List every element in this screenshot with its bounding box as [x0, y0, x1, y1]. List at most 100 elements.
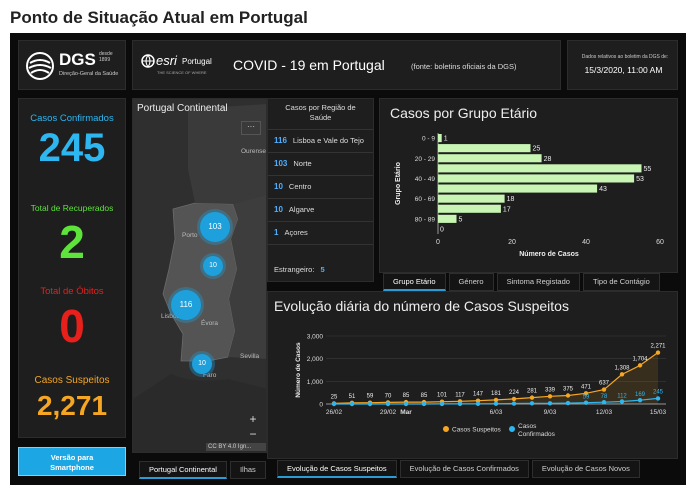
- confirmados-point[interactable]: [385, 401, 391, 407]
- stat-label-recuperados: Total de Recuperados: [30, 203, 114, 213]
- region-row-acores[interactable]: 1 Açores: [268, 222, 373, 245]
- confirmados-data-label: 78: [601, 394, 608, 400]
- dashboard: DGS desde 1899 Direção-Geral da Saúde es…: [10, 33, 686, 485]
- date-value: 15/3/2020, 11:00 AM: [584, 65, 663, 75]
- region-row-centro[interactable]: 10 Centro: [268, 176, 373, 199]
- confirmados-point[interactable]: [457, 401, 463, 407]
- confirmados-point[interactable]: [511, 401, 517, 406]
- tab-evolucao-novos[interactable]: Evolução de Casos Novos: [531, 460, 640, 478]
- confirmados-point[interactable]: [367, 401, 373, 407]
- confirmados-point[interactable]: [601, 400, 607, 405]
- evolution-chart-title: Evolução diária do número de Casos Suspe…: [274, 298, 569, 314]
- suspeitos-data-label: 224: [509, 390, 520, 396]
- age-x-tick: 0: [436, 239, 440, 246]
- legend-label-suspeitos[interactable]: Casos Suspeitos: [452, 427, 502, 434]
- confirmados-point[interactable]: [439, 401, 445, 407]
- stat-value-obitos: 0: [59, 300, 85, 352]
- confirmados-point[interactable]: [583, 400, 589, 405]
- zoom-out-button[interactable]: −: [249, 427, 257, 441]
- region-name: Algarve: [288, 205, 315, 214]
- age-category-tick: 0 - 9: [422, 136, 435, 143]
- region-name: Lisboa e Vale do Tejo: [292, 136, 364, 145]
- tab-grupo-etario[interactable]: Grupo Etário: [383, 273, 446, 291]
- suspeitos-point[interactable]: [637, 363, 643, 368]
- zoom-in-button[interactable]: +: [249, 412, 257, 426]
- tab-ilhas[interactable]: Ilhas: [229, 461, 266, 479]
- confirmados-point[interactable]: [655, 396, 661, 401]
- age-bar[interactable]: [438, 194, 505, 203]
- stat-value-recuperados: 2: [59, 216, 85, 268]
- confirmados-point[interactable]: [637, 397, 643, 403]
- suspeitos-point[interactable]: [583, 391, 589, 396]
- age-bar[interactable]: [438, 214, 457, 223]
- tab-sintoma-registado[interactable]: Sintoma Registado: [496, 273, 580, 291]
- tab-portugal-continental[interactable]: Portugal Continental: [139, 461, 227, 479]
- suspeitos-point[interactable]: [475, 398, 481, 403]
- age-category-tick: 20 - 29: [415, 156, 436, 163]
- age-bar-label: 1: [444, 136, 448, 143]
- suspeitos-point[interactable]: [601, 387, 607, 392]
- confirmados-point[interactable]: [565, 400, 571, 406]
- foreign-row: Estrangeiro: 5: [274, 265, 325, 274]
- age-bar[interactable]: [438, 174, 635, 183]
- evo-y-tick: 2,000: [307, 356, 324, 363]
- region-count: 1: [274, 228, 279, 237]
- map-tabs: Portugal Continental Ilhas: [139, 461, 266, 479]
- map-cluster-norte[interactable]: 103: [200, 212, 230, 242]
- smartphone-version-button[interactable]: Versão para Smartphone: [18, 447, 126, 476]
- confirmados-point[interactable]: [331, 401, 337, 407]
- evo-x-tick: 6/03: [490, 409, 503, 416]
- confirmados-point[interactable]: [421, 401, 427, 407]
- region-row-norte[interactable]: 103 Norte: [268, 153, 373, 176]
- tab-evolucao-confirmados[interactable]: Evolução de Casos Confirmados: [399, 460, 529, 478]
- map-cluster-algarve[interactable]: 10: [192, 354, 212, 374]
- tab-genero[interactable]: Género: [448, 273, 494, 291]
- suspeitos-point[interactable]: [565, 393, 571, 398]
- map-menu-button[interactable]: ···: [241, 121, 261, 135]
- suspeitos-point[interactable]: [493, 397, 499, 403]
- age-bar[interactable]: [438, 204, 501, 213]
- confirmados-data-label: 169: [635, 392, 646, 398]
- age-x-tick: 40: [582, 239, 590, 246]
- evolution-chart: Evolução diária do número de Casos Suspe…: [274, 298, 667, 438]
- region-row-algarve[interactable]: 10 Algarve: [268, 199, 373, 222]
- portugal-map[interactable]: [133, 99, 267, 453]
- confirmados-point[interactable]: [619, 399, 625, 404]
- legend-label-confirmados[interactable]: Casos Confirmados: [518, 423, 556, 438]
- dgs-since: desde 1899: [99, 51, 113, 63]
- suspeitos-point[interactable]: [547, 394, 553, 399]
- confirmados-point[interactable]: [529, 401, 535, 406]
- map-panel[interactable]: Portugal Continental ··· Ourense Porto L…: [132, 98, 267, 453]
- map-attribution: CC BY 4.0 Ign...: [206, 443, 266, 451]
- tab-evolucao-suspeitos[interactable]: Evolução de Casos Suspeitos: [277, 460, 397, 478]
- suspeitos-data-label: 281: [527, 389, 538, 395]
- age-y-axis-label: Grupo Etário: [395, 162, 402, 205]
- confirmados-point[interactable]: [493, 401, 499, 406]
- tab-tipo-de-contagio[interactable]: Tipo de Contágio: [582, 273, 660, 291]
- age-bar-label: 18: [507, 196, 515, 203]
- confirmados-point[interactable]: [475, 401, 481, 406]
- age-bar[interactable]: [438, 164, 642, 173]
- suspeitos-point[interactable]: [655, 350, 661, 355]
- age-bar[interactable]: [438, 184, 598, 193]
- map-cluster-lisboa[interactable]: 116: [171, 290, 201, 320]
- region-row-lisboa[interactable]: 116 Lisboa e Vale do Tejo: [268, 130, 373, 153]
- suspeitos-point[interactable]: [511, 396, 517, 402]
- suspeitos-data-label: 637: [599, 381, 610, 387]
- suspeitos-point[interactable]: [529, 395, 535, 400]
- evo-y-axis-label: Número de Casos: [295, 342, 302, 398]
- suspeitos-point[interactable]: [619, 372, 625, 377]
- age-bar-label: 55: [644, 166, 652, 173]
- map-cluster-centro[interactable]: 10: [203, 256, 223, 276]
- confirmados-point[interactable]: [349, 401, 355, 407]
- regions-title: Casos por Região de Saúde: [268, 99, 373, 130]
- age-bar[interactable]: [438, 144, 531, 153]
- map-label-ourense: Ourense: [241, 148, 266, 155]
- confirmados-point[interactable]: [547, 401, 553, 406]
- dashboard-title: COVID - 19 em Portugal: [233, 57, 385, 73]
- age-bar[interactable]: [438, 134, 442, 143]
- suspeitos-data-label: 375: [563, 387, 574, 393]
- confirmados-point[interactable]: [403, 401, 409, 407]
- age-bar[interactable]: [438, 154, 542, 163]
- legend-marker-suspeitos: [443, 426, 449, 432]
